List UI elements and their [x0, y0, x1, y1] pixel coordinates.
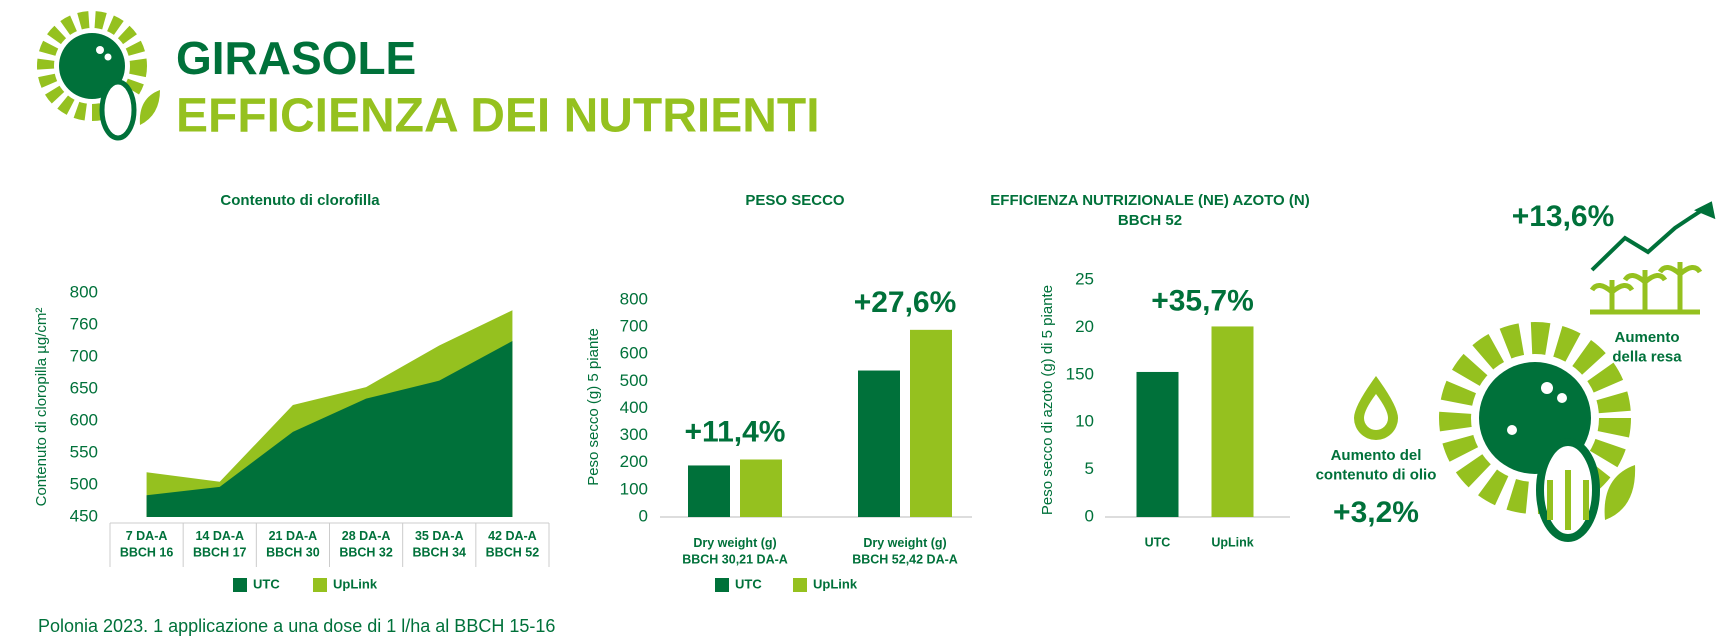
- bar: [910, 329, 952, 517]
- y-tick-label: 500: [70, 474, 98, 493]
- y-tick-label: 10: [1075, 412, 1094, 431]
- y-tick-label: 600: [620, 344, 648, 363]
- bar: [1136, 371, 1179, 517]
- header-subtitle: EFFICIENZA DEI NUTRIENTI: [176, 90, 820, 143]
- y-tick-label: 0: [1085, 506, 1094, 525]
- legend-label: UpLink: [813, 576, 858, 591]
- y-tick-label: 700: [620, 317, 648, 336]
- y-tick-label: 650: [70, 378, 98, 397]
- chart-title: Contenuto di clorofilla: [220, 192, 380, 209]
- x-tick-label: Dry weight (g) BBCH 30,21 DA-A: [682, 536, 788, 566]
- oil-value: +3,2%: [1333, 496, 1419, 529]
- legend-swatch: [233, 578, 247, 592]
- header-title: GIRASOLE: [176, 32, 416, 84]
- y-tick-label: 400: [620, 398, 648, 417]
- y-tick-label: 100: [620, 479, 648, 498]
- x-tick-label: 35 DA-A BBCH 34: [413, 529, 467, 559]
- x-tick-label: 42 DA-A BBCH 52: [486, 529, 540, 559]
- y-tick-label: 0: [639, 506, 648, 525]
- x-tick-label: 14 DA-A BBCH 17: [193, 529, 247, 559]
- x-tick-label: Dry weight (g) BBCH 52,42 DA-A: [852, 536, 958, 566]
- bar: [858, 370, 900, 517]
- y-axis-label: Peso secco di azoto (g) di 5 piante: [1039, 285, 1056, 515]
- y-tick-label: 450: [70, 506, 98, 525]
- area: [146, 341, 513, 517]
- bar: [1211, 326, 1254, 517]
- legend-swatch: [313, 578, 327, 592]
- y-tick-label: 150: [1066, 364, 1094, 383]
- y-tick-label: 5: [1085, 459, 1094, 478]
- annotation: +27,6%: [854, 286, 957, 319]
- y-tick-label: 500: [620, 371, 648, 390]
- yield-label: Aumento della resa: [1612, 329, 1682, 366]
- y-tick-label: 760: [70, 314, 98, 333]
- annotation: +35,7%: [1151, 284, 1254, 317]
- legend-swatch: [715, 578, 729, 592]
- x-tick-label: UTC: [1145, 535, 1171, 549]
- oil-drop: [1354, 376, 1398, 440]
- annotation: +11,4%: [685, 415, 786, 448]
- x-tick-label: 7 DA-A BBCH 16: [120, 529, 174, 559]
- y-tick-label: 800: [70, 282, 98, 301]
- y-tick-label: 25: [1075, 269, 1094, 288]
- legend-swatch: [793, 578, 807, 592]
- y-tick-label: 800: [620, 289, 648, 308]
- y-tick-label: 700: [70, 346, 98, 365]
- x-tick-label: 28 DA-A BBCH 32: [339, 529, 393, 559]
- chart-title: EFFICIENZA NUTRIZIONALE (NE) AZOTO (N): [990, 192, 1309, 209]
- legend-label: UpLink: [333, 576, 378, 591]
- sunflower-icon: [1439, 322, 1636, 542]
- oil-label: Aumento del contenuto di olio: [1316, 447, 1437, 484]
- x-tick-label: 21 DA-A BBCH 30: [266, 529, 320, 559]
- x-tick-label: UpLink: [1211, 535, 1253, 549]
- bar: [688, 465, 730, 517]
- yield-value: +13,6%: [1512, 200, 1615, 233]
- y-tick-label: 200: [620, 452, 648, 471]
- y-tick-label: 550: [70, 442, 98, 461]
- legend-label: UTC: [253, 576, 280, 591]
- legend-label: UTC: [735, 576, 762, 591]
- y-tick-label: 20: [1075, 317, 1094, 336]
- footnote: Polonia 2023. 1 applicazione a una dose …: [38, 616, 555, 636]
- bar: [740, 459, 782, 517]
- logo: [37, 11, 160, 141]
- y-tick-label: 300: [620, 425, 648, 444]
- chart-subtitle: BBCH 52: [1118, 212, 1182, 229]
- y-axis-label: Peso secco (g) 5 piante: [585, 328, 602, 486]
- chart-title: PESO SECCO: [745, 192, 845, 209]
- y-tick-label: 600: [70, 410, 98, 429]
- y-axis-label: Contenuto di cloropilla µg/cm²: [33, 308, 50, 507]
- yield-icon: [1589, 201, 1716, 315]
